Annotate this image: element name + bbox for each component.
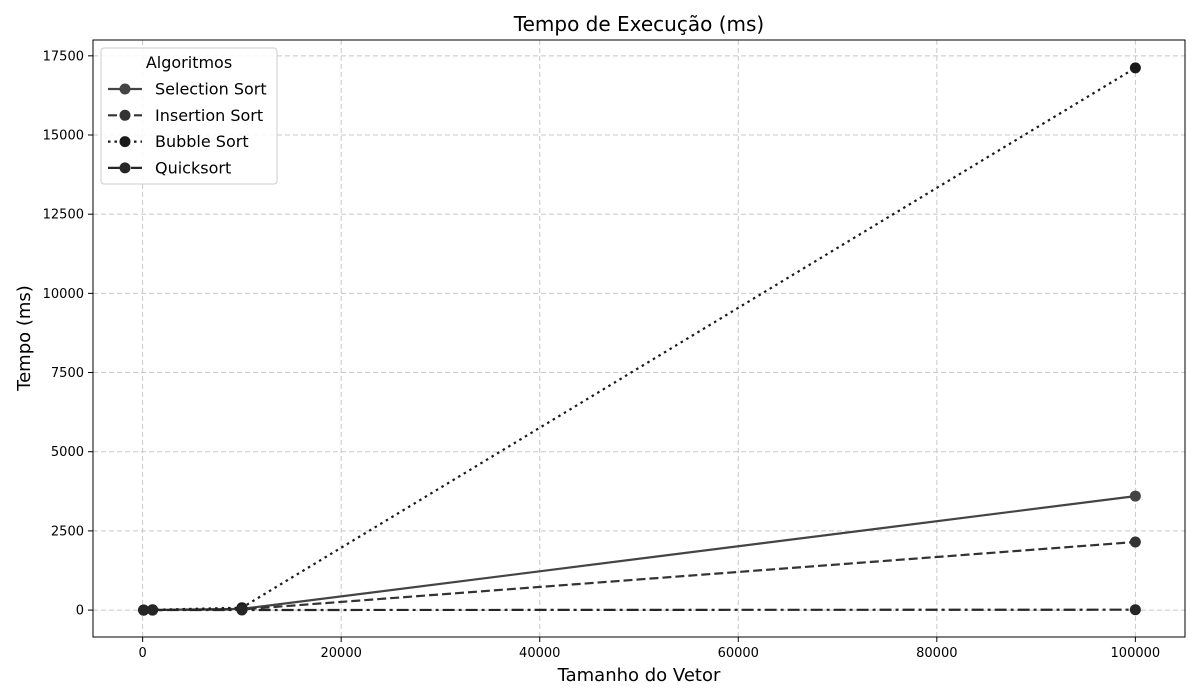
series-line — [143, 66, 1136, 612]
series-layer — [138, 62, 1141, 616]
y-axis: 0 2500 5000 7500 10000 12500 15000 17500 — [43, 49, 93, 619]
y-axis-label: Tempo (ms) — [14, 285, 35, 392]
legend-marker — [119, 136, 131, 148]
x-tick-label: 40000 — [519, 646, 560, 661]
y-tick-label: 0 — [76, 604, 84, 619]
legend-marker — [119, 162, 131, 174]
y-tick-label: 7500 — [51, 366, 84, 381]
series-bubble-sort — [138, 62, 1141, 616]
data-point — [1129, 536, 1141, 548]
x-axis: 0 20000 40000 60000 80000 100000 — [138, 637, 1160, 661]
plot-area-frame — [92, 39, 1186, 638]
legend-marker — [119, 83, 131, 95]
y-tick-label: 5000 — [51, 445, 84, 460]
data-point — [1129, 62, 1141, 74]
legend-marker — [119, 109, 131, 121]
y-tick-label: 17500 — [43, 49, 84, 64]
y-tick-label: 10000 — [43, 287, 84, 302]
data-point — [147, 604, 159, 616]
x-axis-label: Tamanho do Vetor — [557, 665, 721, 686]
x-tick-label: 0 — [138, 646, 146, 661]
legend-box — [100, 47, 278, 185]
x-tick-label: 100000 — [1111, 646, 1161, 661]
data-point — [1129, 604, 1141, 616]
legend-label: Insertion Sort — [155, 106, 263, 125]
legend-label: Bubble Sort — [155, 132, 249, 151]
legend-label: Quicksort — [155, 158, 231, 177]
x-tick-label: 20000 — [321, 646, 362, 661]
y-tick-label: 12500 — [43, 208, 84, 223]
legend-label: Selection Sort — [155, 80, 267, 99]
series-quicksort — [138, 604, 1141, 616]
data-point — [1129, 490, 1141, 502]
grid — [93, 40, 1185, 637]
legend-title: Algoritmos — [146, 53, 232, 72]
data-point — [236, 604, 248, 616]
chart-title: Tempo de Execução (ms) — [513, 12, 764, 36]
x-tick-label: 80000 — [916, 646, 957, 661]
data-point — [138, 604, 150, 616]
y-tick-label: 15000 — [43, 129, 84, 144]
legend: Algoritmos Selection Sort Insertion Sort B… — [100, 47, 278, 185]
y-tick-label: 2500 — [51, 524, 84, 539]
x-tick-label: 60000 — [718, 646, 759, 661]
